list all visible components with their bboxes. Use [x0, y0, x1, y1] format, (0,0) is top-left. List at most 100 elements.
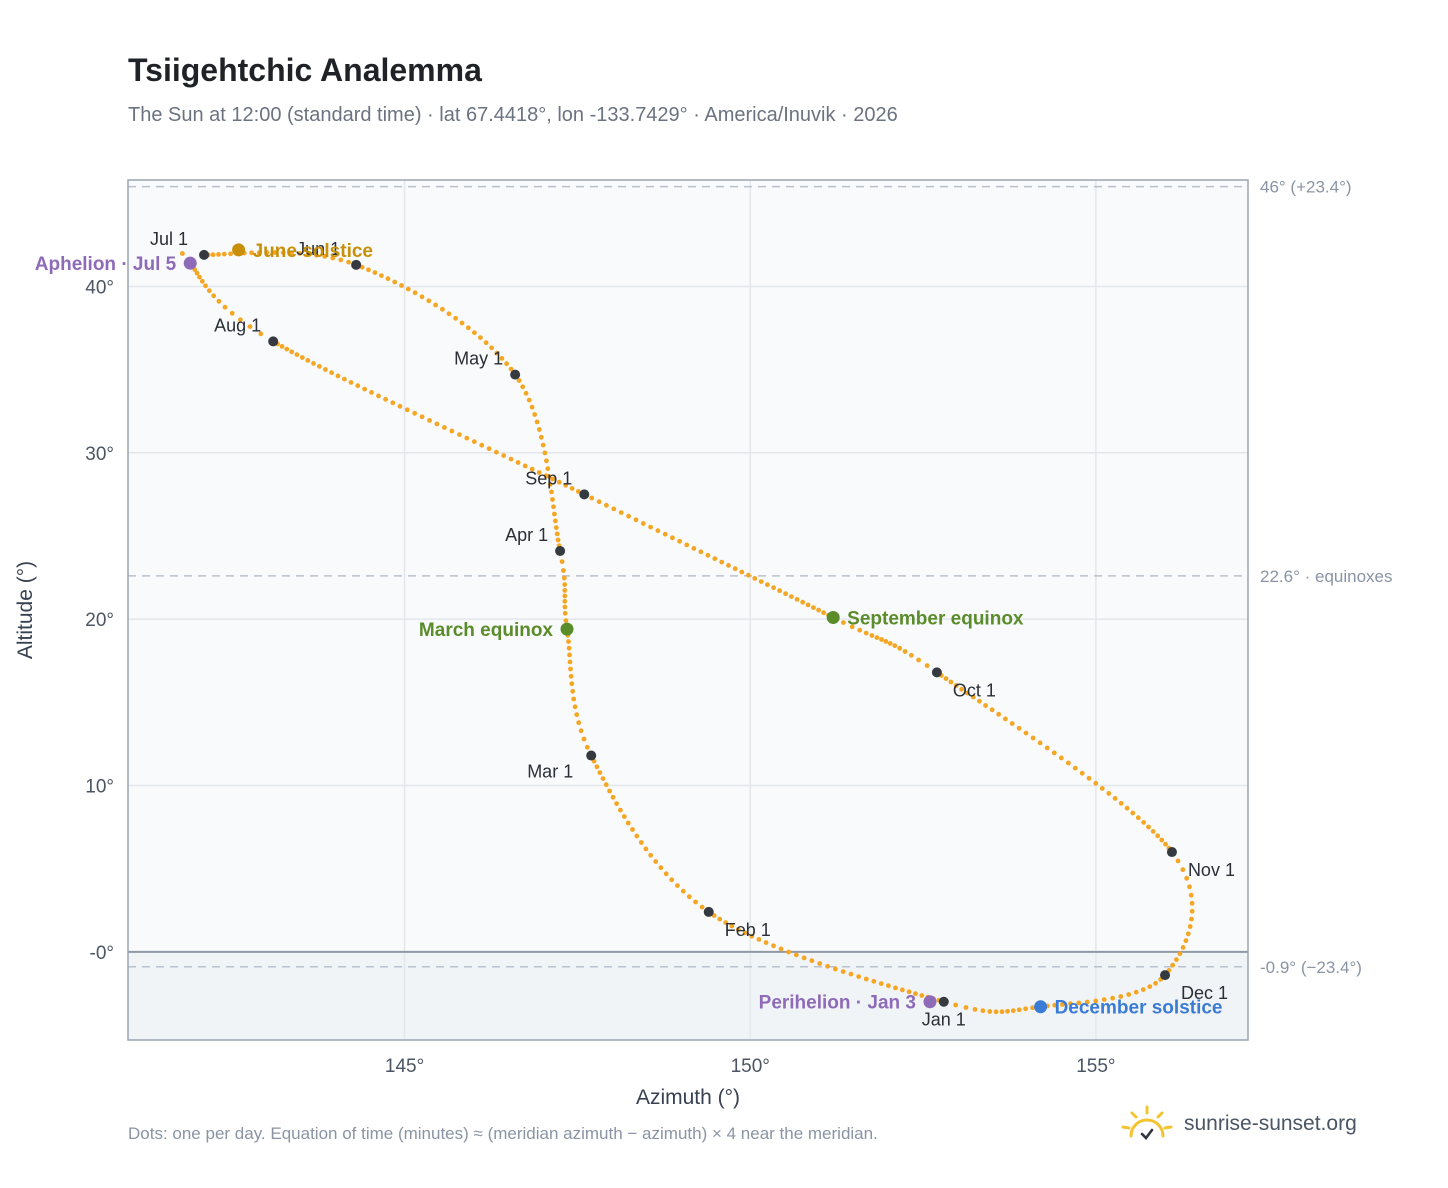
daily-dot	[811, 605, 816, 610]
daily-dot	[886, 983, 891, 989]
daily-dot	[572, 704, 578, 710]
daily-dot	[643, 846, 649, 852]
daily-dot	[1187, 884, 1192, 890]
daily-dot	[550, 476, 556, 482]
daily-dot	[516, 378, 522, 383]
daily-dot	[680, 888, 686, 894]
daily-dot	[372, 270, 378, 275]
daily-dot	[909, 652, 914, 658]
y-tick-label: 10°	[85, 776, 114, 797]
daily-dot	[893, 985, 898, 991]
daily-dot	[199, 278, 205, 284]
daily-dot	[589, 495, 595, 501]
daily-dot	[338, 257, 344, 263]
daily-dot	[489, 345, 494, 351]
sun-logo-icon	[1121, 1105, 1173, 1140]
daily-dot	[625, 820, 631, 826]
daily-dot	[494, 449, 499, 455]
daily-dot	[569, 681, 575, 687]
daily-dot	[486, 446, 492, 452]
daily-dot	[596, 499, 602, 505]
daily-dot	[571, 696, 577, 702]
daily-dot	[763, 940, 769, 945]
daily-dot	[348, 380, 354, 385]
daily-dot	[440, 306, 445, 312]
daily-dot	[825, 963, 830, 969]
daily-dot	[669, 877, 675, 883]
daily-dot	[756, 937, 762, 942]
daily-dot	[604, 502, 609, 508]
month-marker-dot	[703, 906, 714, 917]
month-marker-label: Aug 1	[214, 315, 261, 335]
daily-dot	[222, 304, 228, 310]
daily-dot	[691, 546, 697, 551]
daily-dot	[567, 652, 572, 658]
daily-dot	[699, 904, 705, 910]
daily-dot	[789, 594, 794, 599]
daily-dot	[1030, 1005, 1035, 1011]
month-marker-label: Feb 1	[725, 920, 771, 940]
daily-dot	[457, 432, 462, 437]
daily-dot	[638, 840, 644, 845]
daily-dot	[549, 489, 554, 495]
daily-dot	[771, 943, 776, 949]
daily-dot	[279, 344, 285, 349]
daily-dot	[294, 352, 300, 357]
daily-dot	[426, 298, 432, 304]
daily-dot	[366, 267, 371, 273]
daily-dot	[675, 883, 680, 888]
below-horizon-region	[128, 951, 1248, 1040]
daily-dot	[479, 442, 485, 448]
daily-dot	[712, 556, 718, 562]
daily-dot	[1153, 980, 1158, 986]
daily-dot	[478, 335, 483, 340]
daily-dot	[1130, 810, 1136, 816]
daily-dot	[970, 694, 976, 700]
special-point-label: Aphelion · Jul 5	[35, 254, 177, 275]
daily-dot	[887, 641, 893, 646]
month-marker-dot	[199, 249, 210, 260]
daily-dot	[948, 679, 954, 685]
y-tick-label: 20°	[85, 610, 114, 631]
daily-dot	[568, 666, 573, 672]
daily-dot	[993, 1009, 999, 1015]
special-point-dot	[826, 610, 840, 624]
daily-dot	[732, 566, 738, 572]
brand[interactable]: sunrise-sunset.org	[1120, 1102, 1357, 1146]
daily-dot	[883, 639, 889, 644]
daily-dot	[879, 637, 884, 642]
daily-dot	[1009, 721, 1015, 726]
daily-dot	[305, 251, 311, 257]
daily-dot	[556, 479, 562, 485]
daily-dot	[1072, 765, 1078, 771]
daily-dot	[746, 572, 751, 578]
daily-dot	[1150, 829, 1156, 834]
special-point-label: September equinox	[847, 608, 1024, 629]
daily-dot	[723, 920, 729, 925]
daily-dot	[562, 582, 568, 587]
daily-dot	[603, 782, 609, 788]
daily-dot	[211, 293, 217, 299]
daily-dot	[705, 552, 711, 558]
daily-dot	[553, 525, 559, 530]
daily-dot	[1146, 824, 1151, 830]
month-marker-dot	[579, 489, 590, 500]
daily-dot	[561, 575, 567, 581]
daily-dot	[362, 386, 367, 392]
special-point-dot	[183, 256, 197, 270]
daily-dot	[562, 588, 568, 593]
month-marker-label: Jul 1	[150, 229, 188, 249]
daily-dot	[314, 252, 319, 258]
special-point-label: March equinox	[419, 620, 554, 641]
daily-dot	[1118, 800, 1124, 806]
daily-dot	[568, 673, 574, 679]
daily-dot	[523, 390, 529, 396]
daily-dot	[634, 833, 640, 839]
daily-dot	[1066, 760, 1071, 766]
daily-dot	[404, 407, 410, 413]
daily-dot	[739, 569, 745, 575]
daily-dot	[640, 521, 646, 526]
daily-dot	[529, 466, 535, 472]
daily-dot	[228, 251, 234, 257]
daily-dot	[542, 450, 548, 456]
